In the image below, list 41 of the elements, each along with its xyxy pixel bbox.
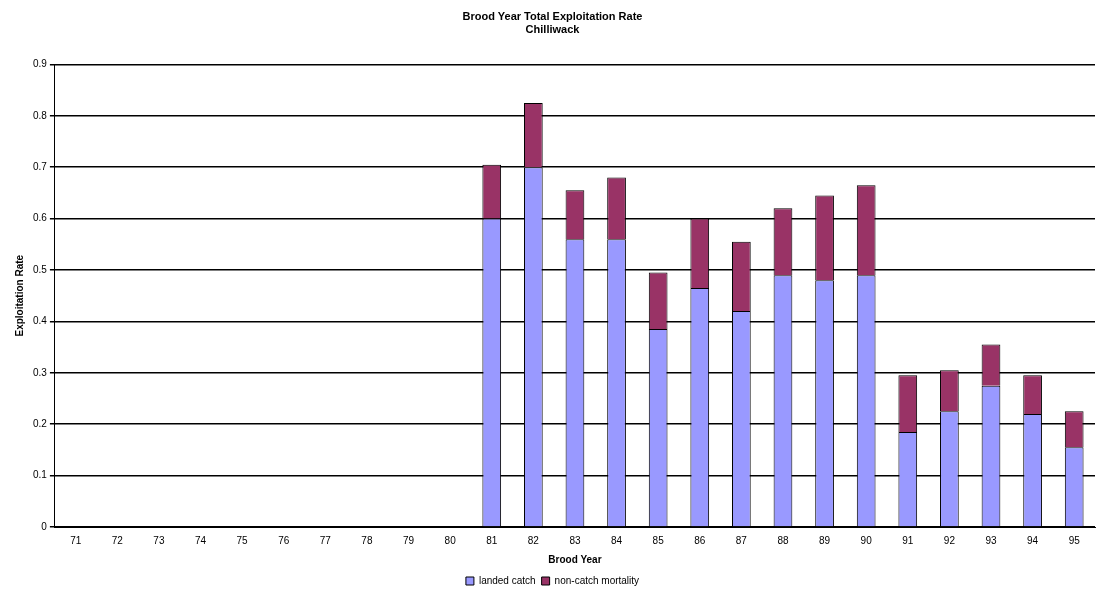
x-tick-label: 81 bbox=[486, 534, 498, 546]
legend-label: non-catch mortality bbox=[554, 574, 640, 586]
x-tick-label: 87 bbox=[735, 534, 748, 546]
y-tick-label: 0.3 bbox=[33, 366, 48, 378]
x-tick-label: 85 bbox=[652, 534, 665, 546]
x-tick-label: 74 bbox=[194, 534, 207, 546]
y-axis-title: Exploitation Rate bbox=[13, 254, 25, 337]
x-tick-label: 80 bbox=[444, 534, 457, 546]
x-tick-label: 73 bbox=[153, 534, 165, 546]
x-tick-label: 78 bbox=[361, 534, 373, 546]
x-tick-label: 91 bbox=[902, 534, 914, 546]
x-tick-label: 88 bbox=[777, 534, 789, 546]
chart-title: Brood Year Total Exploitation Rate bbox=[462, 9, 643, 22]
x-tick-label: 92 bbox=[943, 534, 956, 546]
x-tick-label: 83 bbox=[569, 534, 581, 546]
x-tick-label: 90 bbox=[860, 534, 873, 546]
y-tick-label: 0.7 bbox=[33, 160, 48, 172]
x-tick-label: 89 bbox=[819, 534, 831, 546]
y-tick-label: 0.1 bbox=[33, 469, 48, 481]
x-tick-label: 71 bbox=[70, 534, 82, 546]
x-tick-label: 93 bbox=[985, 534, 997, 546]
x-tick-label: 84 bbox=[610, 534, 623, 546]
y-tick-label: 0 bbox=[41, 520, 48, 532]
y-tick-label: 0.9 bbox=[33, 58, 48, 70]
y-tick-label: 0.8 bbox=[33, 109, 48, 121]
x-tick-label: 82 bbox=[527, 534, 540, 546]
x-axis-title: Brood Year bbox=[548, 553, 602, 565]
legend-label: landed catch bbox=[478, 574, 536, 586]
x-tick-label: 95 bbox=[1068, 534, 1081, 546]
chart-subtitle: Chilliwack bbox=[525, 22, 581, 35]
x-tick-label: 75 bbox=[236, 534, 249, 546]
y-tick-label: 0.2 bbox=[33, 417, 48, 429]
y-tick-label: 0.5 bbox=[33, 263, 48, 275]
x-tick-label: 86 bbox=[694, 534, 706, 546]
x-tick-label: 72 bbox=[111, 534, 124, 546]
y-tick-label: 0.4 bbox=[33, 315, 48, 327]
x-tick-label: 77 bbox=[319, 534, 332, 546]
x-tick-label: 79 bbox=[402, 534, 415, 546]
y-tick-label: 0.6 bbox=[33, 212, 48, 224]
x-tick-label: 76 bbox=[278, 534, 290, 546]
x-tick-label: 94 bbox=[1027, 534, 1039, 546]
